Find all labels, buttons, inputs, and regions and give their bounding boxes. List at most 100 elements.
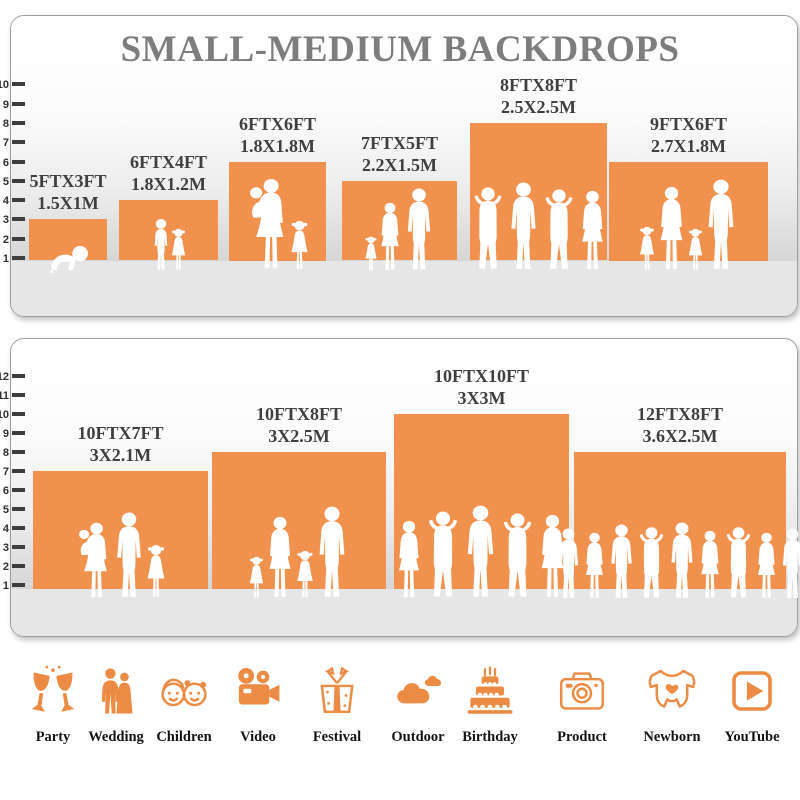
y-axis-tick-label: 4 [2, 195, 9, 208]
backdrop-size-label: 10FTX10FT 3X3M [434, 365, 529, 409]
y-axis-tick [12, 393, 25, 397]
person-silhouette-woman [575, 190, 610, 274]
birthday-icon [463, 664, 517, 720]
size-m-text: 1.8X1.2M [130, 174, 206, 195]
small-medium-bottom-chart: 12345678910111210FTX7FT3X2.1M10FTX8FT3X2… [0, 338, 798, 637]
party-icon [26, 664, 80, 720]
backdrop-size-label: 6FTX4FT 1.8X1.2M [130, 151, 207, 195]
size-m-text: 2.2X1.5M [361, 154, 437, 175]
size-ft-text: 5FTX3FT [29, 171, 107, 192]
y-axis-tick [12, 217, 25, 222]
product-icon [555, 664, 609, 720]
backdrop-size-label: 8FTX8FT 2.5X2.5M [500, 74, 577, 118]
y-axis-tick-label: 5 [2, 175, 9, 188]
y-axis-tick [12, 507, 25, 511]
y-axis-tick [12, 120, 25, 125]
category-label: Festival [312, 729, 362, 745]
y-axis-tick [12, 526, 25, 530]
festival-category: Festival [295, 664, 379, 746]
person-silhouette-baby [46, 244, 91, 274]
y-axis-tick-label: 8 [2, 117, 9, 130]
size-m-text: 3X2.1M [89, 445, 152, 465]
person-silhouette-woman [392, 520, 426, 602]
y-axis-tick-label: 9 [2, 428, 9, 440]
people-silhouettes [394, 505, 569, 602]
newborn-category: Newborn [630, 664, 714, 746]
y-axis-tick [12, 564, 25, 568]
category-label: Outdoor [391, 729, 445, 745]
category-label: Product [557, 729, 607, 745]
page-title: SMALL-MEDIUM BACKDROPS [120, 29, 680, 70]
y-axis-tick [12, 198, 25, 203]
y-axis-tick [12, 82, 25, 87]
y-axis-tick-label: 1 [2, 580, 9, 592]
y-axis-tick-label: 7 [2, 466, 9, 478]
person-silhouette-man [401, 188, 437, 274]
y-axis-tick-label: 5 [2, 504, 9, 516]
y-axis-tick-label: 7 [2, 137, 9, 150]
people-silhouettes [470, 182, 607, 274]
y-axis-tick-label: 10 [0, 79, 9, 92]
people-silhouettes [29, 244, 107, 274]
people-silhouettes [119, 218, 218, 274]
people-silhouettes [229, 178, 326, 274]
y-axis-tick [12, 101, 25, 106]
size-m-text: 3.6X2.5M [642, 426, 718, 446]
person-silhouette-mother [74, 522, 114, 602]
person-silhouette-woman [653, 186, 690, 274]
size-ft-text: 6FTX6FT [238, 113, 317, 134]
y-axis-tick-label: 2 [2, 561, 9, 573]
person-silhouette-manup [468, 186, 508, 274]
backdrop-bar-10ftx8ft [212, 452, 386, 589]
y-axis-tick-label: 1 [2, 253, 9, 265]
person-silhouette-manup [422, 510, 464, 602]
y-axis-tick-label: 12 [0, 371, 9, 383]
person-silhouette-girl [288, 220, 311, 274]
person-silhouette-man [777, 528, 800, 602]
product-category: Product [540, 664, 624, 746]
youtube-category: YouTube [710, 664, 794, 746]
size-m-text: 2.7X1.8M [650, 135, 726, 156]
backdrop-bar-7ftx5ft [342, 180, 457, 261]
children-icon [157, 664, 211, 720]
y-axis-tick [12, 374, 25, 378]
chart-floor [11, 260, 797, 316]
video-category: Video [216, 664, 300, 746]
backdrop-bar-6ftx4ft [119, 200, 218, 261]
people-silhouettes [574, 522, 786, 602]
outdoor-icon [391, 664, 445, 720]
category-label: Party [35, 729, 71, 745]
category-label: Wedding [88, 729, 144, 745]
y-axis-tick-label: 4 [2, 523, 9, 535]
person-silhouette-man [665, 522, 699, 602]
backdrop-bar-9ftx6ft [609, 161, 768, 261]
newborn-icon [645, 664, 699, 720]
size-m-text: 3X2.5M [268, 426, 330, 446]
y-axis-tick [12, 236, 25, 241]
category-label: YouTube [724, 729, 780, 745]
festival-icon [310, 664, 364, 720]
backdrop-bar-5ftx3ft [29, 219, 107, 261]
backdrop-size-label: 9FTX6FT 2.7X1.8M [650, 113, 727, 157]
person-silhouette-girl [169, 228, 188, 274]
person-silhouette-man [460, 505, 501, 602]
small-medium-top-chart: 123456789105FTX3FT1.5X1M6FTX4FT1.8X1.2M6… [0, 15, 798, 317]
y-axis-tick [12, 545, 25, 549]
y-axis-tick-label: 3 [2, 214, 9, 227]
backdrop-size-label: 10FTX7FT 3X2.1M [77, 422, 163, 466]
size-ft-text: 10FTX10FT [433, 366, 530, 386]
y-axis-tick-label: 6 [2, 156, 9, 169]
y-axis-tick-label: 11 [0, 390, 9, 402]
y-axis-tick [12, 412, 25, 416]
size-ft-text: 7FTX5FT [360, 132, 439, 153]
size-m-text: 3X3M [457, 388, 506, 408]
birthday-category: Birthday [448, 664, 532, 746]
y-axis-tick-label: 3 [2, 542, 9, 554]
y-axis-tick-label: 10 [0, 409, 9, 421]
backdrop-size-label: 12FTX8FT 3.6X2.5M [637, 403, 723, 447]
y-axis-tick-label: 6 [2, 485, 9, 497]
category-label: Video [240, 729, 276, 745]
person-silhouette-girl [144, 544, 168, 602]
size-m-text: 1.8X1.8M [239, 135, 315, 156]
